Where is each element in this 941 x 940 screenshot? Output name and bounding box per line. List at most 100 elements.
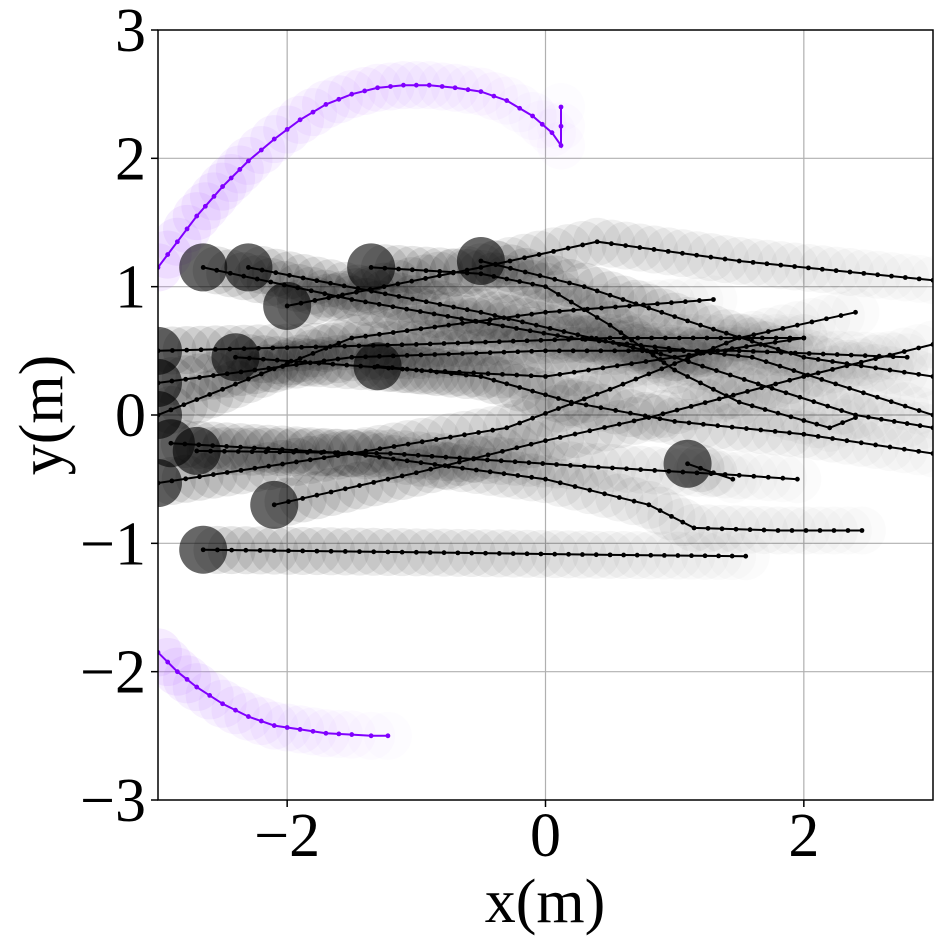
pedestrian-trajectory-point xyxy=(599,305,604,311)
pedestrian-trajectory-point xyxy=(409,267,415,273)
pedestrian-trajectory-point xyxy=(471,456,476,462)
pedestrian-trajectory-point xyxy=(568,401,574,407)
pedestrian-trajectory-point xyxy=(341,283,347,289)
pedestrian-trajectory-point xyxy=(887,444,893,450)
agent-trajectory-point xyxy=(349,91,355,97)
pedestrian-trajectory-point xyxy=(858,359,864,365)
pedestrian-trajectory-point xyxy=(182,441,188,447)
pedestrian-trajectory-point xyxy=(598,405,604,411)
pedestrian-trajectory-point xyxy=(567,280,572,286)
pedestrian-trajectory-point xyxy=(238,444,243,450)
pedestrian-trajectory-point xyxy=(777,363,783,369)
pedestrian-trajectory-point xyxy=(552,276,558,282)
pedestrian-trajectory-point xyxy=(241,346,247,352)
pedestrian-trajectory-point xyxy=(827,425,833,431)
pedestrian-trajectory-point xyxy=(698,380,703,386)
pedestrian-trajectory-point xyxy=(355,286,361,291)
pedestrian-trajectory-point xyxy=(515,313,521,319)
pedestrian-trajectory-point xyxy=(676,335,682,341)
pedestrian-trajectory-point xyxy=(515,349,521,355)
pedestrian-trajectory-point xyxy=(700,421,706,427)
pedestrian-trajectory-point xyxy=(814,421,820,427)
agent-trajectory-point xyxy=(388,84,393,89)
pedestrian-trajectory-point xyxy=(556,348,562,354)
pedestrian-trajectory-point xyxy=(672,314,678,320)
agent-trajectory-point xyxy=(184,226,190,232)
pedestrian-trajectory-point xyxy=(538,337,544,343)
pedestrian-trajectory-point xyxy=(551,248,556,254)
pedestrian-trajectory-point xyxy=(618,330,624,336)
pedestrian-trajectory-point xyxy=(723,340,729,346)
pedestrian-trajectory-point xyxy=(858,363,864,369)
pedestrian-trajectory-point xyxy=(404,353,410,358)
pedestrian-trajectory-point xyxy=(464,267,470,273)
pedestrian-trajectory-point xyxy=(655,301,660,307)
pedestrian-trajectory-point xyxy=(335,356,341,362)
pedestrian-trajectory-point xyxy=(616,342,622,347)
pedestrian-trajectory-point xyxy=(602,425,607,430)
pedestrian-trajectory-point xyxy=(801,335,807,341)
agent-trajectory-point xyxy=(539,121,545,127)
pedestrian-trajectory-point xyxy=(759,335,765,341)
pedestrian-trajectory-point xyxy=(388,451,393,456)
pedestrian-trajectory-point xyxy=(789,528,795,533)
pedestrian-trajectory-point xyxy=(705,525,711,531)
pedestrian-trajectory-point xyxy=(266,463,272,469)
agent-trajectory-point xyxy=(237,167,243,172)
pedestrian-trajectory-point xyxy=(308,288,314,294)
pedestrian-trajectory-point xyxy=(214,267,220,273)
pedestrian-trajectory-point xyxy=(419,439,425,445)
pedestrian-trajectory-point xyxy=(528,373,534,379)
agent-trajectory-point xyxy=(517,105,523,111)
pedestrian-head-marker xyxy=(158,358,182,407)
pedestrian-trajectory-point xyxy=(791,368,797,373)
pedestrian-trajectory-point xyxy=(396,294,402,299)
pedestrian-trajectory-point xyxy=(194,397,200,402)
pedestrian-trajectory-point xyxy=(675,553,681,558)
pedestrian-trajectory-point xyxy=(478,265,484,270)
pedestrian-trajectory-point xyxy=(313,344,319,350)
pedestrian-trajectory-point xyxy=(307,457,313,463)
pedestrian-trajectory-point xyxy=(580,242,586,248)
pedestrian-trajectory-point xyxy=(584,348,590,354)
pedestrian-trajectory-point xyxy=(780,475,786,481)
pedestrian-trajectory-point xyxy=(749,338,755,344)
pedestrian-trajectory-point xyxy=(492,313,498,318)
pedestrian-trajectory-point xyxy=(450,270,456,276)
pedestrian-trajectory-point xyxy=(322,291,328,297)
pedestrian-trajectory-point xyxy=(616,495,622,500)
pedestrian-trajectory-point xyxy=(455,340,461,346)
pedestrian-trajectory-point xyxy=(672,354,678,360)
pedestrian-trajectory-point xyxy=(517,279,523,284)
pedestrian-trajectory-point xyxy=(844,438,850,444)
pedestrian-trajectory-point xyxy=(183,376,189,382)
pedestrian-trajectory-point xyxy=(887,367,893,373)
pedestrian-trajectory-point xyxy=(496,339,502,345)
pedestrian-trajectory-point xyxy=(500,323,506,329)
pedestrian-trajectory-point xyxy=(423,268,429,274)
pedestrian-trajectory-point xyxy=(460,351,465,356)
pedestrian-trajectory-point xyxy=(830,359,835,364)
pedestrian-trajectory-point xyxy=(515,473,521,478)
pedestrian-trajectory-point xyxy=(473,319,479,324)
pedestrian-trajectory-point xyxy=(557,434,563,440)
agent-halo-circle xyxy=(158,243,182,292)
pedestrian-trajectory-point xyxy=(543,438,548,444)
pedestrian-trajectory-point xyxy=(648,552,654,558)
pedestrian-trajectory-point xyxy=(772,339,778,345)
pedestrian-trajectory-point xyxy=(916,276,922,282)
pedestrian-trajectory-point xyxy=(594,288,600,294)
pedestrian-trajectory-point xyxy=(501,315,507,321)
pedestrian-trajectory-point xyxy=(198,347,204,353)
pedestrian-trajectory-point xyxy=(646,305,652,311)
pedestrian-trajectory-point xyxy=(522,255,527,261)
pedestrian-trajectory-point xyxy=(382,291,388,297)
pedestrian-trajectory-point xyxy=(794,322,800,328)
agent-trajectory-point xyxy=(362,88,368,94)
pedestrian-trajectory-point xyxy=(220,386,225,392)
plot-area xyxy=(158,61,933,758)
agent-trajectory-point xyxy=(258,147,264,153)
pedestrian-trajectory-point xyxy=(819,266,825,272)
pedestrian-trajectory-point xyxy=(840,420,845,426)
pedestrian-trajectory-point xyxy=(512,459,518,465)
